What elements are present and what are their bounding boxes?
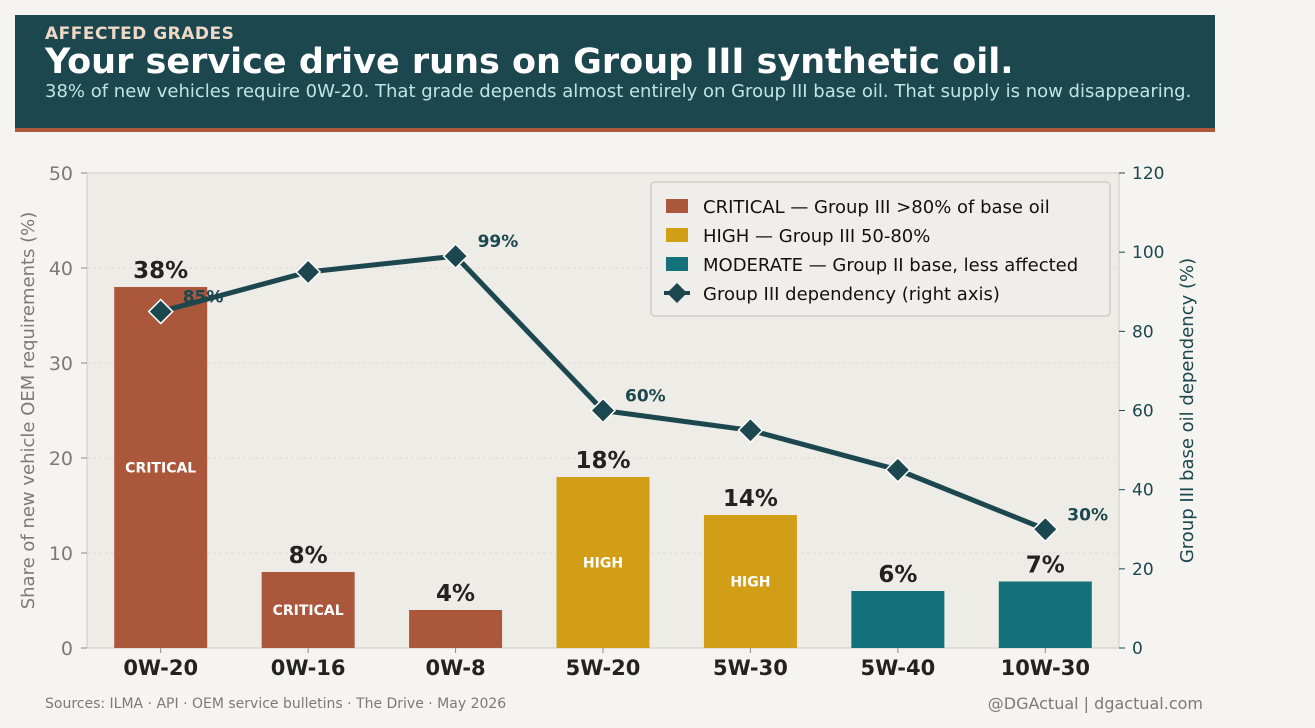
dependency-point: [884, 456, 911, 483]
x-tick-label: 10W-30: [1001, 656, 1090, 680]
bar-value-label: 38%: [133, 258, 188, 284]
dependency-point-label: 85%: [183, 288, 224, 308]
footer-credit: @DGActual | dgactual.com: [987, 694, 1203, 713]
page-subtitle: 38% of new vehicles require 0W-20. That …: [45, 81, 1192, 102]
y-tick-label: 50: [49, 163, 73, 185]
header-kicker: AFFECTED GRADES: [45, 24, 235, 44]
legend-diamond-marker: [667, 283, 687, 303]
bar-value-label: 14%: [723, 486, 778, 512]
y2-tick-label: 60: [1132, 402, 1154, 422]
bar-value-label: 6%: [878, 562, 917, 588]
y-tick-label: 40: [49, 258, 73, 280]
x-tick-label: 0W-20: [123, 656, 198, 680]
y-tick-label: 10: [49, 543, 73, 565]
dependency-point: [589, 397, 617, 424]
legend-swatch-critical: [666, 199, 688, 213]
dependency-point-label: 30%: [1067, 505, 1108, 525]
bar-0w-20: [114, 287, 208, 648]
y2-tick-label: 20: [1132, 560, 1154, 580]
legend-box: [650, 181, 1111, 317]
y2-tick-label: 40: [1132, 481, 1154, 501]
dependency-point: [737, 417, 764, 444]
dependency-point: [295, 258, 322, 286]
x-tick-label: 0W-8: [425, 656, 485, 680]
bar-tier-label: CRITICAL: [273, 603, 344, 619]
y-tick-label: 20: [49, 448, 73, 470]
bar-tier-label: HIGH: [730, 575, 770, 591]
dependency-point: [442, 243, 469, 270]
dependency-point: [147, 298, 174, 325]
bar-tier-label: HIGH: [583, 556, 623, 572]
bar-value-label: 7%: [1026, 553, 1065, 579]
dependency-point: [1032, 516, 1059, 543]
footer-sources: Sources: ILMA · API · OEM service bullet…: [45, 696, 507, 712]
bar-5w-30: [703, 515, 797, 648]
bar-value-label: 18%: [575, 448, 630, 474]
x-tick-label: 5W-40: [860, 656, 935, 680]
bar-tier-label: CRITICAL: [125, 461, 196, 477]
bar-0w-16: [261, 572, 355, 648]
bar-value-label: 4%: [436, 581, 475, 607]
x-tick-label: 5W-30: [713, 656, 788, 680]
y2-tick-label: 0: [1132, 639, 1143, 659]
legend-swatch-high: [666, 228, 688, 242]
bars: 38% CRITICAL 8% CRITICAL 4% 18% HIGH 14% HIGH 6% 7…: [114, 258, 1092, 648]
y-tick-label: 30: [49, 353, 73, 375]
y2-tick-label: 120: [1132, 164, 1164, 184]
header-banner: [15, 15, 1215, 132]
y-tick-label: 0: [61, 638, 73, 660]
bar-5w-40: [851, 591, 945, 648]
bar-value-label: 8%: [289, 543, 328, 569]
dependency-point-label: 60%: [625, 387, 666, 407]
axes: 0 10 20 30 40 50 0 20 40 60 80 100 120 0W-20 0W-16 0W-8…: [18, 163, 1198, 680]
bar-10w-30: [998, 581, 1092, 648]
dependency-point-label: 99%: [478, 232, 519, 252]
dependency-line: 85% 99% 60% 30%: [147, 232, 1108, 543]
legend-label: Group III dependency (right axis): [703, 284, 1000, 305]
bar-5w-20: [556, 477, 650, 648]
legend: CRITICAL — Group III >80% of base oil HIG…: [650, 181, 1111, 317]
bar-0w-8: [409, 610, 503, 648]
y2-tick-label: 80: [1132, 322, 1154, 342]
legend-label: CRITICAL — Group III >80% of base oil: [703, 197, 1050, 218]
y-axis-title: Share of new vehicle OEM requirements (%…: [18, 212, 39, 610]
legend-swatch-moderate: [666, 257, 688, 271]
y2-axis-title: Group III base oil dependency (%): [1177, 258, 1198, 563]
legend-label: MODERATE — Group II base, less affected: [703, 255, 1078, 276]
legend-label: HIGH — Group III 50-80%: [703, 226, 930, 247]
y2-tick-label: 100: [1132, 243, 1164, 263]
x-tick-label: 5W-20: [566, 656, 641, 680]
page-title: Your service drive runs on Group III syn…: [45, 42, 1014, 82]
x-tick-label: 0W-16: [271, 656, 346, 680]
